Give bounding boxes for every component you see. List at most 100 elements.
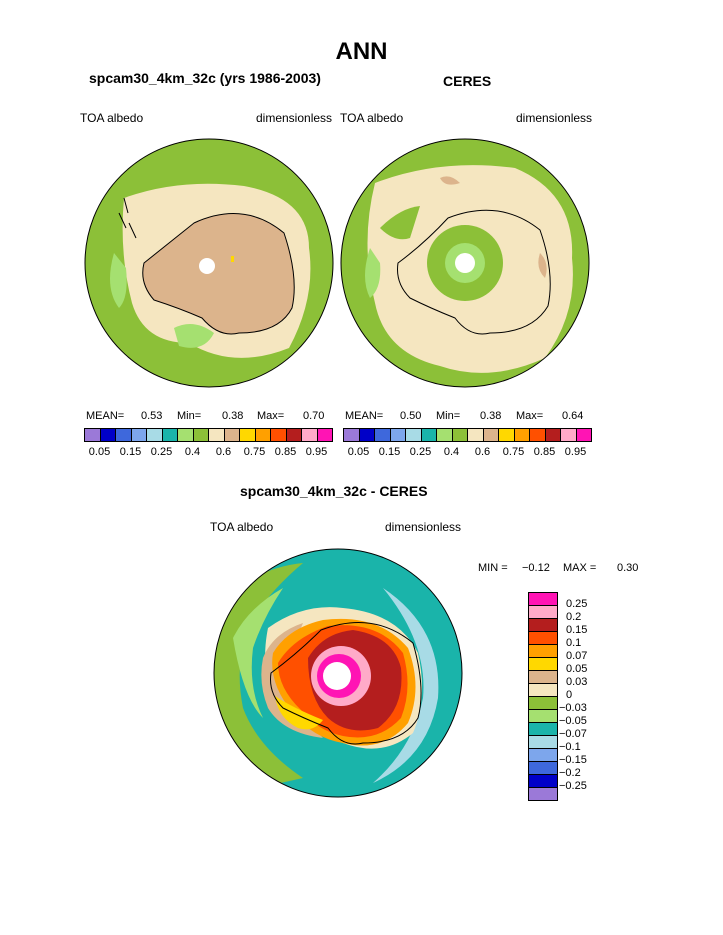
colorbar-cell	[84, 428, 101, 442]
diff-colorbar-label: 0.25	[566, 598, 588, 610]
diff-colorbar-label: 0.03	[566, 676, 588, 688]
colorbar-tick-label: 0.6	[215, 446, 232, 458]
colorbar-cell	[498, 428, 515, 442]
model-polar-map	[84, 138, 334, 388]
diff-colorbar-label: −0.07	[559, 728, 587, 740]
colorbar-cell	[405, 428, 422, 442]
diff-colorbar-label: −0.25	[559, 780, 587, 792]
diff-colorbar-cell	[528, 722, 558, 736]
diff-colorbar-cell	[528, 735, 558, 749]
colorbar-tick-label: 0.95	[564, 446, 587, 458]
colorbar-tick-label: 0.05	[88, 446, 111, 458]
colorbar-tick-label: 0.85	[274, 446, 297, 458]
panel2-mean: 0.50	[400, 410, 422, 422]
colorbar-tick-label: 0.75	[502, 446, 525, 458]
colorbar-cell	[560, 428, 577, 442]
diff-colorbar-cell	[528, 670, 558, 684]
colorbar-cell	[436, 428, 453, 442]
diff-variable: TOA albedo	[210, 520, 274, 534]
diff-colorbar-cell	[528, 774, 558, 788]
colorbar-tick-label: 0.15	[378, 446, 401, 458]
colorbar-tick-label: 0.25	[409, 446, 432, 458]
colorbar-cell	[316, 428, 333, 442]
colorbar-cell	[192, 428, 209, 442]
diff-colorbar-cell	[528, 605, 558, 619]
panel1-min-label: Min=	[177, 410, 202, 422]
panel2-colorbar	[343, 428, 592, 442]
panel2-min: 0.38	[480, 410, 502, 422]
colorbar-tick-label: 0.75	[243, 446, 266, 458]
colorbar-cell	[420, 428, 437, 442]
colorbar-cell	[239, 428, 256, 442]
diff-heading: spcam30_4km_32c - CERES	[240, 483, 428, 499]
colorbar-tick-label: 0.6	[474, 446, 491, 458]
panel1-min: 0.38	[222, 410, 244, 422]
diff-units: dimensionless	[385, 520, 462, 534]
colorbar-cell	[529, 428, 546, 442]
colorbar-cell	[343, 428, 360, 442]
colorbar-tick-label: 0.25	[150, 446, 173, 458]
colorbar-tick-label: 0.4	[184, 446, 201, 458]
panel1-units: dimensionless	[256, 111, 333, 125]
colorbar-cell	[575, 428, 592, 442]
colorbar-cell	[451, 428, 468, 442]
diff-colorbar-cell	[528, 657, 558, 671]
colorbar-cell	[358, 428, 375, 442]
colorbar-cell	[285, 428, 302, 442]
panel2-mean-label: MEAN=	[345, 410, 384, 422]
panel1-heading: spcam30_4km_32c (yrs 1986-2003)	[89, 70, 321, 86]
diff-colorbar-cell	[528, 748, 558, 762]
diff-colorbar-label: −0.15	[559, 754, 587, 766]
colorbar-cell	[301, 428, 318, 442]
panel2-min-label: Min=	[436, 410, 461, 422]
diff-colorbar-label: −0.05	[559, 715, 587, 727]
panel1-mean: 0.53	[141, 410, 163, 422]
colorbar-cell	[177, 428, 194, 442]
panel1-mean-label: MEAN=	[86, 410, 125, 422]
diff-colorbar-cell	[528, 592, 558, 606]
colorbar-cell	[254, 428, 271, 442]
colorbar-tick-label: 0.95	[305, 446, 328, 458]
diff-colorbar-cell	[528, 683, 558, 697]
diff-colorbar-cell	[528, 696, 558, 710]
colorbar-cell	[208, 428, 225, 442]
colorbar-cell	[223, 428, 240, 442]
figure-title: ANN	[335, 38, 388, 65]
diff-colorbar-label: 0.05	[566, 663, 588, 675]
diff-colorbar-label: −0.2	[559, 767, 581, 779]
diff-colorbar-labels: 0.25 0.2 0.15 0.1 0.07 0.05 0.03 0 −0.03 −0.05 −0.…	[559, 592, 624, 800]
colorbar-tick-label: 0.05	[347, 446, 370, 458]
diff-max: 0.30	[617, 562, 639, 574]
colorbar-cell	[161, 428, 178, 442]
diff-min: −0.12	[522, 562, 550, 574]
panel1-colorbar-ticks: 0.05 0.15 0.25 0.4 0.6 0.75 0.85 0.95	[84, 446, 332, 460]
colorbar-cell	[467, 428, 484, 442]
diff-colorbar-cell	[528, 709, 558, 723]
diff-colorbar-cell	[528, 618, 558, 632]
diff-colorbar-label: 0.1	[566, 637, 582, 649]
diff-colorbar-label: −0.1	[559, 741, 581, 753]
difference-polar-map	[213, 548, 463, 798]
panel1-variable: TOA albedo	[80, 111, 144, 125]
diff-colorbar-label: 0.2	[566, 611, 582, 623]
panel1-max: 0.70	[303, 410, 325, 422]
colorbar-cell	[115, 428, 132, 442]
diff-colorbar-label: 0	[566, 689, 573, 701]
diff-colorbar-cell	[528, 631, 558, 645]
panel1-colorbar	[84, 428, 333, 442]
colorbar-cell	[99, 428, 116, 442]
colorbar-cell	[146, 428, 163, 442]
panel2-max-label: Max=	[516, 410, 544, 422]
diff-max-label: MAX =	[563, 562, 597, 574]
colorbar-cell	[513, 428, 530, 442]
panel2-heading: CERES	[443, 73, 492, 89]
diff-min-label: MIN =	[478, 562, 508, 574]
diff-colorbar	[528, 592, 558, 801]
colorbar-tick-label: 0.15	[119, 446, 142, 458]
colorbar-cell	[389, 428, 406, 442]
diff-colorbar-cell	[528, 644, 558, 658]
colorbar-cell	[544, 428, 561, 442]
diff-colorbar-label: 0.15	[566, 624, 588, 636]
ceres-polar-map	[340, 138, 590, 388]
diff-colorbar-label: 0.07	[566, 650, 588, 662]
